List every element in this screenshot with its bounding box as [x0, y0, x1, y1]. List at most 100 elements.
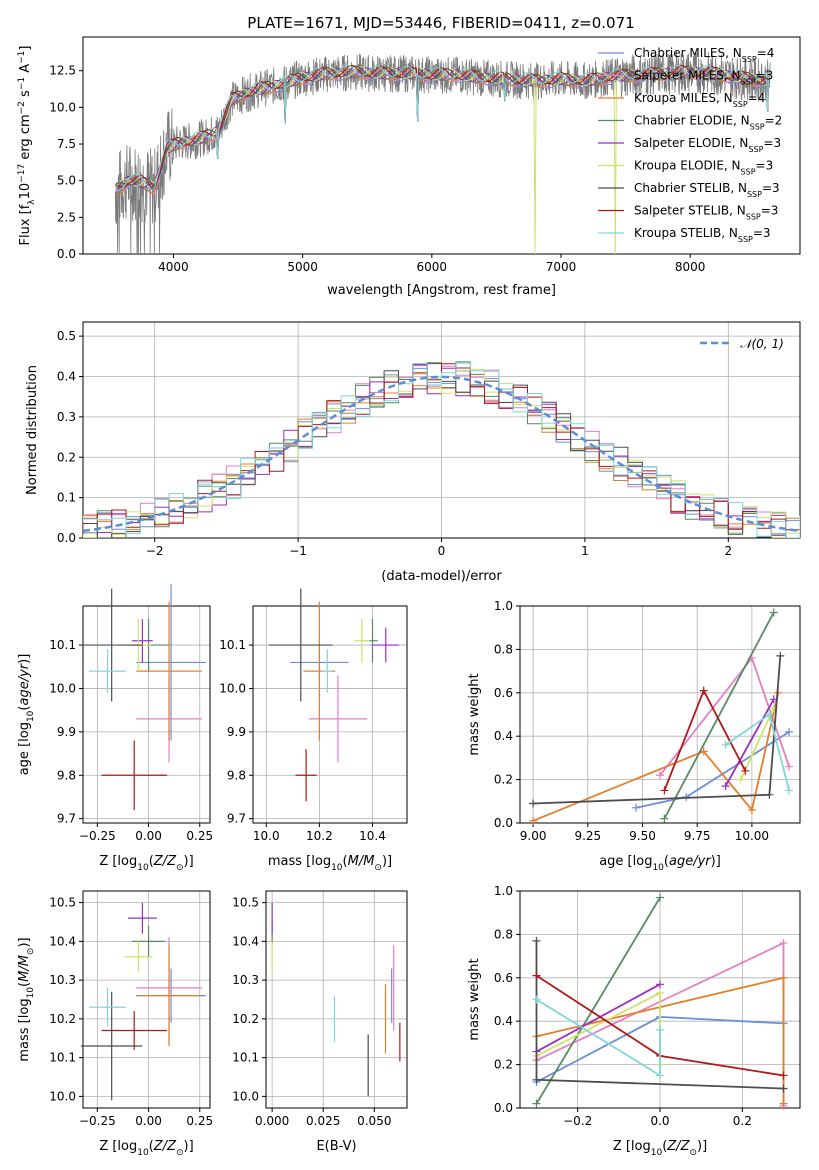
mass_vs_Z-ytick-label: 10.2: [49, 1012, 76, 1026]
spectrum-model-line: [115, 64, 771, 191]
residuals-xlabel: (data-model)/error: [381, 569, 502, 584]
weight_vs_Z-ytick-label: 0.6: [494, 971, 513, 985]
spectrum-xtick-label: 5000: [287, 260, 318, 274]
mass_vs_ebv-xtick-label: 0.025: [306, 1114, 340, 1128]
residuals-ytick-label: 0.2: [57, 450, 76, 464]
series-marker: [656, 1025, 664, 1034]
residuals-legend-label: 𝒩(0, 1): [740, 337, 784, 351]
mass_vs_ebv-ytick-label: 10.3: [232, 973, 259, 987]
mass_vs_Z-xlabel: Z [log10(Z/Z⊙)]: [99, 1139, 193, 1158]
series-marker: [765, 790, 774, 799]
weight_vs_age-xlabel: age [log10(age/yr)]: [599, 854, 721, 873]
legend-entry: Kroupa MILES, NSSP=4: [634, 91, 765, 109]
weight_vs_age-frame: [519, 605, 801, 824]
residuals-ytick-label: 0.1: [57, 491, 76, 505]
age_vs_Z-ylabel: age [log10(age/yr)]: [17, 654, 36, 776]
series-line: [533, 655, 782, 805]
mass_vs_ebv-xtick-label: 0.050: [357, 1114, 391, 1128]
series-marker: [699, 686, 708, 695]
mass_vs_ebv-ytick-label: 10.4: [232, 934, 259, 948]
legend-entry: Chabrier ELODIE, NSSP=2: [634, 114, 782, 132]
residuals-xtick-label: 2: [724, 544, 732, 558]
weight_vs_age-xtick-label: 9.75: [684, 829, 711, 843]
series-marker: [779, 973, 788, 982]
weight_vs_Z-xlabel: Z [log10(Z/Z⊙)]: [613, 1139, 707, 1158]
series-marker: [656, 893, 664, 902]
series-marker: [765, 710, 774, 719]
age_vs_mass-frame: [252, 605, 408, 824]
series-marker: [656, 1071, 664, 1080]
age_vs_Z-ytick-label: 9.8: [57, 768, 76, 782]
series-line: [536, 983, 661, 1053]
weight_vs_Z-ytick-label: 0.0: [494, 1101, 513, 1115]
legend-entry: Kroupa STELIB, NSSP=3: [634, 226, 771, 244]
age_vs_Z-xtick-label: 0.25: [186, 829, 213, 843]
mass_vs_Z-ytick-label: 10.0: [49, 1089, 76, 1103]
series-marker: [779, 1084, 788, 1093]
series-marker: [779, 1099, 788, 1108]
residuals-ylabel: Normed distribution: [25, 365, 40, 495]
series-line: [663, 612, 775, 820]
weight_vs_age-xtick-label: 9.00: [520, 829, 547, 843]
spectrum-xtick-label: 7000: [546, 260, 577, 274]
series-marker: [776, 651, 785, 660]
weight_vs_age-ytick-label: 0.0: [494, 816, 513, 830]
age_vs_mass-xtick-label: 10.0: [253, 829, 280, 843]
mass_vs_Z-frame: [82, 890, 211, 1109]
weight_vs_Z-ytick-label: 0.8: [494, 927, 513, 941]
mass_vs_ebv-xtick-label: 0.000: [255, 1114, 289, 1128]
series-marker: [779, 1071, 788, 1080]
series-marker: [529, 816, 538, 825]
residuals-xtick-label: 0: [438, 544, 446, 558]
series-line: [724, 698, 775, 787]
series-marker: [656, 988, 664, 997]
spectrum-model-line: [115, 65, 771, 192]
series-marker: [785, 727, 794, 736]
mass_vs_ebv-ytick-label: 10.5: [232, 896, 259, 910]
weight_vs_age-ytick-label: 0.4: [494, 729, 513, 743]
series-marker: [532, 936, 541, 945]
age_vs_Z-ytick-label: 10.1: [49, 638, 76, 652]
series-line: [740, 707, 775, 780]
series-marker: [721, 740, 730, 749]
spectrum-xtick-label: 6000: [417, 260, 448, 274]
series-line: [536, 991, 661, 1065]
spectrum-xlabel: wavelength [Angstrom, rest frame]: [327, 283, 556, 298]
residuals-ytick-label: 0.3: [57, 410, 76, 424]
legend-entry: Salpeter ELODIE, NSSP=3: [634, 136, 781, 154]
spectrum-ylabel: Flux [fλ10−17 erg cm−2 s−1 A−1]: [17, 46, 37, 246]
series-marker: [769, 608, 778, 617]
age_vs_Z-ytick-label: 9.7: [57, 812, 76, 826]
age_vs_mass-xtick-label: 10.4: [359, 829, 386, 843]
mass_vs_Z-xtick-label: 0.25: [186, 1114, 213, 1128]
residuals-ytick-label: 0.4: [57, 370, 76, 384]
spectrum-xtick-label: 4000: [158, 260, 189, 274]
mass_vs_ebv-ytick-label: 10.1: [232, 1051, 259, 1065]
weight_vs_age-xtick-label: 9.50: [629, 829, 656, 843]
series-marker: [656, 980, 664, 989]
spectrum-frame: [82, 36, 801, 255]
spectrum-ytick-label: 7.5: [57, 137, 76, 151]
age_vs_mass-ytick-label: 9.8: [227, 768, 246, 782]
residuals-ytick-label: 0.0: [57, 531, 76, 545]
spectrum-ytick-label: 10.0: [49, 100, 76, 114]
series-marker: [736, 775, 745, 784]
weight_vs_Z-ytick-label: 0.4: [494, 1014, 513, 1028]
series-marker: [660, 814, 669, 823]
spectrum-ytick-label: 2.5: [57, 210, 76, 224]
weight_vs_age-ytick-label: 0.8: [494, 642, 513, 656]
spectrum-ytick-label: 12.5: [49, 64, 76, 78]
series-marker: [660, 786, 669, 795]
mass_vs_ebv-frame: [265, 890, 408, 1109]
legend-entry: Salpeter STELIB, NSSP=3: [634, 204, 778, 222]
age_vs_Z-ytick-label: 9.9: [57, 725, 76, 739]
series-marker: [656, 771, 664, 780]
age_vs_Z-xtick-label: −0.25: [79, 829, 116, 843]
residuals-xtick-label: 1: [581, 544, 589, 558]
weight_vs_Z-xtick-label: 0.2: [733, 1114, 752, 1128]
spectrum-model-line: [114, 66, 771, 195]
age_vs_mass-ytick-label: 9.7: [227, 812, 246, 826]
residuals-ytick-label: 0.5: [57, 329, 76, 343]
age_vs_Z-xlabel: Z [log10(Z/Z⊙)]: [99, 854, 193, 873]
figure-title: PLATE=1671, MJD=53446, FIBERID=0411, z=0…: [247, 14, 634, 32]
